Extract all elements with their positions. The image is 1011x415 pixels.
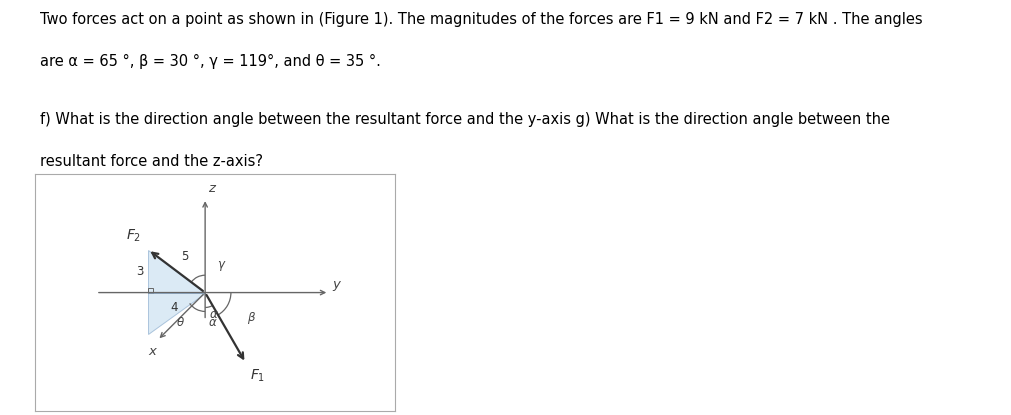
Text: y: y <box>332 278 340 290</box>
Text: f) What is the direction angle between the resultant force and the y-axis g) Wha: f) What is the direction angle between t… <box>40 112 890 127</box>
Polygon shape <box>148 293 205 334</box>
Text: are α = 65 °, β = 30 °, γ = 119°, and θ = 35 °.: are α = 65 °, β = 30 °, γ = 119°, and θ … <box>40 54 381 69</box>
Text: θ: θ <box>177 316 184 329</box>
Text: z: z <box>208 182 215 195</box>
Text: 4: 4 <box>170 300 177 313</box>
Text: resultant force and the z-axis?: resultant force and the z-axis? <box>40 154 263 168</box>
Text: 3: 3 <box>135 265 143 278</box>
Polygon shape <box>148 249 205 293</box>
Text: $F_2$: $F_2$ <box>125 227 141 244</box>
Text: α: α <box>210 308 217 321</box>
Text: x: x <box>149 345 157 358</box>
Text: Two forces act on a point as shown in (Figure 1). The magnitudes of the forces a: Two forces act on a point as shown in (F… <box>40 12 922 27</box>
Text: $F_1$: $F_1$ <box>250 368 265 384</box>
Text: α: α <box>209 316 216 329</box>
Text: γ: γ <box>216 258 223 271</box>
Text: 5: 5 <box>181 250 189 263</box>
Text: β: β <box>247 311 254 324</box>
